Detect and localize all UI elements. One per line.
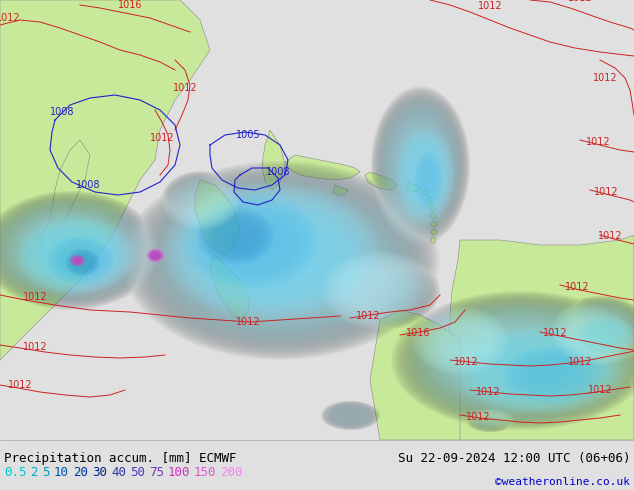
Circle shape [422, 189, 428, 195]
Text: 1012: 1012 [567, 357, 592, 367]
Polygon shape [262, 130, 285, 190]
Polygon shape [0, 0, 210, 360]
Text: 1012: 1012 [466, 412, 490, 422]
Text: 1012: 1012 [23, 342, 48, 352]
Text: 1008: 1008 [75, 180, 100, 190]
Text: Su 22-09-2024 12:00 UTC (06+06): Su 22-09-2024 12:00 UTC (06+06) [398, 452, 630, 465]
Text: 1012: 1012 [23, 292, 48, 302]
Polygon shape [365, 172, 398, 190]
Text: 1012: 1012 [565, 282, 590, 292]
Text: 100: 100 [168, 466, 190, 479]
Text: 1012: 1012 [236, 317, 261, 327]
Text: 1012: 1012 [598, 231, 623, 241]
Polygon shape [195, 180, 240, 255]
Text: 2: 2 [30, 466, 37, 479]
Text: 1012: 1012 [150, 133, 174, 143]
Polygon shape [210, 255, 250, 320]
Circle shape [430, 237, 436, 243]
Text: 1012: 1012 [476, 387, 500, 397]
Text: 1016: 1016 [406, 328, 430, 338]
Polygon shape [370, 310, 460, 440]
Polygon shape [448, 235, 634, 440]
Text: 40: 40 [111, 466, 126, 479]
Circle shape [430, 213, 436, 219]
Text: 5: 5 [42, 466, 49, 479]
Text: 10: 10 [54, 466, 69, 479]
Text: 1012: 1012 [0, 13, 20, 23]
Text: 75: 75 [149, 466, 164, 479]
Text: 1012: 1012 [8, 380, 32, 390]
Text: 1012: 1012 [172, 83, 197, 93]
Text: 0.5: 0.5 [4, 466, 27, 479]
Text: 1016: 1016 [118, 0, 142, 10]
Text: 1012: 1012 [593, 187, 618, 197]
Text: 1008: 1008 [49, 107, 74, 117]
Text: 20: 20 [73, 466, 88, 479]
Circle shape [427, 197, 433, 203]
Text: 1012: 1012 [593, 73, 618, 83]
Text: 1012: 1012 [356, 311, 380, 321]
Text: Precipitation accum. [mm] ECMWF: Precipitation accum. [mm] ECMWF [4, 452, 236, 465]
Text: 1012: 1012 [543, 328, 567, 338]
Circle shape [429, 205, 435, 211]
Text: 30: 30 [92, 466, 107, 479]
Text: 1008: 1008 [266, 167, 290, 177]
Polygon shape [405, 182, 420, 192]
Text: 50: 50 [130, 466, 145, 479]
Text: 200: 200 [220, 466, 242, 479]
Text: 1005: 1005 [236, 130, 261, 140]
Circle shape [431, 221, 437, 227]
Polygon shape [40, 140, 90, 255]
Text: 1012: 1012 [586, 137, 611, 147]
Polygon shape [285, 155, 360, 180]
Text: 1012: 1012 [477, 1, 502, 11]
Text: 1012: 1012 [588, 385, 612, 395]
Text: 1012: 1012 [567, 0, 592, 3]
Text: ©weatheronline.co.uk: ©weatheronline.co.uk [495, 477, 630, 487]
Text: 150: 150 [194, 466, 216, 479]
Polygon shape [333, 185, 348, 195]
Text: 1012: 1012 [454, 357, 478, 367]
Circle shape [431, 229, 437, 235]
